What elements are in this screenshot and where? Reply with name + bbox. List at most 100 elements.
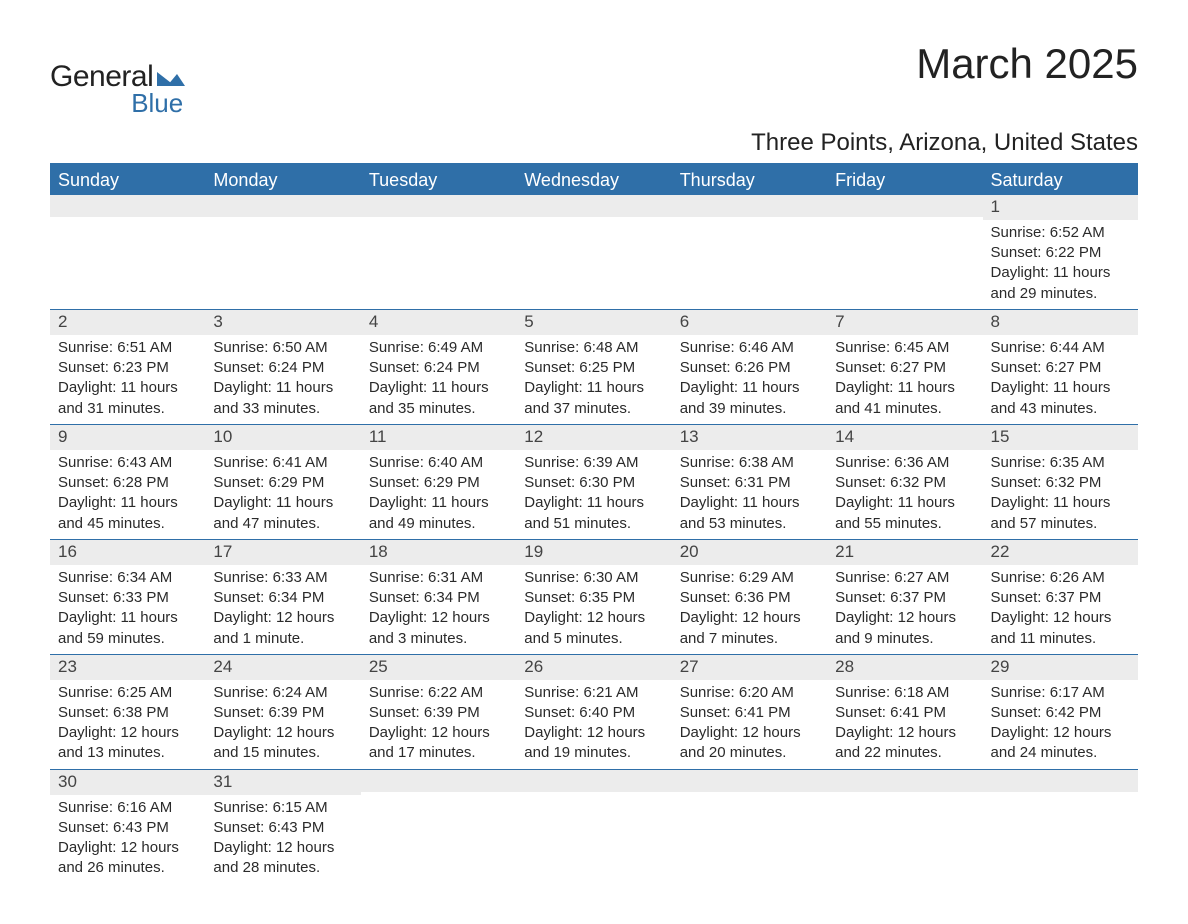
calendar-cell: 9Sunrise: 6:43 AMSunset: 6:28 PMDaylight… [50, 424, 205, 539]
empty-day-content [672, 792, 827, 820]
sunrise-line: Sunrise: 6:34 AM [58, 568, 197, 588]
sunrise-line: Sunrise: 6:49 AM [369, 338, 508, 358]
calendar-cell: 7Sunrise: 6:45 AMSunset: 6:27 PMDaylight… [827, 309, 982, 424]
sunset-line: Sunset: 6:27 PM [991, 358, 1130, 378]
calendar-cell: 5Sunrise: 6:48 AMSunset: 6:25 PMDaylight… [516, 309, 671, 424]
day-number: 17 [205, 539, 360, 565]
daylight-line: Daylight: 12 hours and 11 minutes. [991, 608, 1130, 649]
empty-day-band [516, 769, 671, 792]
sunset-line: Sunset: 6:26 PM [680, 358, 819, 378]
sunrise-line: Sunrise: 6:40 AM [369, 453, 508, 473]
daylight-line: Daylight: 11 hours and 33 minutes. [213, 378, 352, 419]
calendar-cell: 31Sunrise: 6:15 AMSunset: 6:43 PMDayligh… [205, 769, 360, 884]
weekday-row: SundayMondayTuesdayWednesdayThursdayFrid… [50, 166, 1138, 195]
daylight-line: Daylight: 11 hours and 49 minutes. [369, 493, 508, 534]
sunrise-line: Sunrise: 6:17 AM [991, 683, 1130, 703]
calendar-cell: 11Sunrise: 6:40 AMSunset: 6:29 PMDayligh… [361, 424, 516, 539]
sunset-line: Sunset: 6:30 PM [524, 473, 663, 493]
day-details: Sunrise: 6:29 AMSunset: 6:36 PMDaylight:… [672, 565, 827, 654]
empty-day-band [205, 195, 360, 217]
day-details: Sunrise: 6:40 AMSunset: 6:29 PMDaylight:… [361, 450, 516, 539]
day-number: 12 [516, 424, 671, 450]
calendar-cell: 1Sunrise: 6:52 AMSunset: 6:22 PMDaylight… [983, 195, 1138, 309]
calendar-cell [361, 769, 516, 884]
daylight-line: Daylight: 11 hours and 31 minutes. [58, 378, 197, 419]
calendar-week-row: 30Sunrise: 6:16 AMSunset: 6:43 PMDayligh… [50, 769, 1138, 884]
calendar-cell: 2Sunrise: 6:51 AMSunset: 6:23 PMDaylight… [50, 309, 205, 424]
empty-day-content [516, 217, 671, 245]
sunset-line: Sunset: 6:34 PM [213, 588, 352, 608]
daylight-line: Daylight: 12 hours and 22 minutes. [835, 723, 974, 764]
day-details: Sunrise: 6:38 AMSunset: 6:31 PMDaylight:… [672, 450, 827, 539]
calendar-cell: 27Sunrise: 6:20 AMSunset: 6:41 PMDayligh… [672, 654, 827, 769]
day-number: 31 [205, 769, 360, 795]
day-number: 3 [205, 309, 360, 335]
empty-day-band [361, 769, 516, 792]
calendar-document: General Blue March 2025 Three Points, Ar… [0, 0, 1188, 924]
day-details: Sunrise: 6:22 AMSunset: 6:39 PMDaylight:… [361, 680, 516, 769]
day-details: Sunrise: 6:48 AMSunset: 6:25 PMDaylight:… [516, 335, 671, 424]
day-details: Sunrise: 6:16 AMSunset: 6:43 PMDaylight:… [50, 795, 205, 884]
day-number: 25 [361, 654, 516, 680]
sunrise-line: Sunrise: 6:20 AM [680, 683, 819, 703]
calendar-cell: 23Sunrise: 6:25 AMSunset: 6:38 PMDayligh… [50, 654, 205, 769]
empty-day-band [827, 195, 982, 217]
sunrise-line: Sunrise: 6:31 AM [369, 568, 508, 588]
sunset-line: Sunset: 6:40 PM [524, 703, 663, 723]
calendar-cell: 26Sunrise: 6:21 AMSunset: 6:40 PMDayligh… [516, 654, 671, 769]
sunrise-line: Sunrise: 6:29 AM [680, 568, 819, 588]
sunset-line: Sunset: 6:43 PM [213, 818, 352, 838]
calendar-cell: 4Sunrise: 6:49 AMSunset: 6:24 PMDaylight… [361, 309, 516, 424]
day-details: Sunrise: 6:44 AMSunset: 6:27 PMDaylight:… [983, 335, 1138, 424]
daylight-line: Daylight: 12 hours and 20 minutes. [680, 723, 819, 764]
empty-day-band [672, 195, 827, 217]
sunset-line: Sunset: 6:25 PM [524, 358, 663, 378]
day-number: 5 [516, 309, 671, 335]
sunrise-line: Sunrise: 6:26 AM [991, 568, 1130, 588]
day-number: 14 [827, 424, 982, 450]
calendar-cell [361, 195, 516, 309]
empty-day-content [361, 792, 516, 820]
day-number: 27 [672, 654, 827, 680]
day-number: 4 [361, 309, 516, 335]
sunrise-line: Sunrise: 6:25 AM [58, 683, 197, 703]
page-title: March 2025 [916, 40, 1138, 88]
calendar-cell [516, 195, 671, 309]
day-number: 16 [50, 539, 205, 565]
daylight-line: Daylight: 12 hours and 13 minutes. [58, 723, 197, 764]
daylight-line: Daylight: 11 hours and 47 minutes. [213, 493, 352, 534]
day-number: 15 [983, 424, 1138, 450]
calendar-week-row: 2Sunrise: 6:51 AMSunset: 6:23 PMDaylight… [50, 309, 1138, 424]
day-number: 9 [50, 424, 205, 450]
empty-day-content [516, 792, 671, 820]
sunrise-line: Sunrise: 6:39 AM [524, 453, 663, 473]
day-number: 18 [361, 539, 516, 565]
calendar-cell: 20Sunrise: 6:29 AMSunset: 6:36 PMDayligh… [672, 539, 827, 654]
daylight-line: Daylight: 11 hours and 37 minutes. [524, 378, 663, 419]
sunset-line: Sunset: 6:24 PM [369, 358, 508, 378]
calendar-cell: 17Sunrise: 6:33 AMSunset: 6:34 PMDayligh… [205, 539, 360, 654]
day-details: Sunrise: 6:35 AMSunset: 6:32 PMDaylight:… [983, 450, 1138, 539]
sunrise-line: Sunrise: 6:38 AM [680, 453, 819, 473]
day-number: 23 [50, 654, 205, 680]
brand-name-2: Blue [116, 88, 183, 119]
sunset-line: Sunset: 6:29 PM [213, 473, 352, 493]
calendar-cell: 3Sunrise: 6:50 AMSunset: 6:24 PMDaylight… [205, 309, 360, 424]
sunset-line: Sunset: 6:22 PM [991, 243, 1130, 263]
daylight-line: Daylight: 12 hours and 9 minutes. [835, 608, 974, 649]
daylight-line: Daylight: 12 hours and 26 minutes. [58, 838, 197, 879]
sunrise-line: Sunrise: 6:27 AM [835, 568, 974, 588]
sunrise-line: Sunrise: 6:21 AM [524, 683, 663, 703]
calendar-cell: 13Sunrise: 6:38 AMSunset: 6:31 PMDayligh… [672, 424, 827, 539]
calendar-week-row: 23Sunrise: 6:25 AMSunset: 6:38 PMDayligh… [50, 654, 1138, 769]
sunrise-line: Sunrise: 6:44 AM [991, 338, 1130, 358]
day-details: Sunrise: 6:43 AMSunset: 6:28 PMDaylight:… [50, 450, 205, 539]
calendar-cell: 14Sunrise: 6:36 AMSunset: 6:32 PMDayligh… [827, 424, 982, 539]
daylight-line: Daylight: 11 hours and 59 minutes. [58, 608, 197, 649]
day-details: Sunrise: 6:46 AMSunset: 6:26 PMDaylight:… [672, 335, 827, 424]
calendar-cell: 29Sunrise: 6:17 AMSunset: 6:42 PMDayligh… [983, 654, 1138, 769]
sunset-line: Sunset: 6:41 PM [835, 703, 974, 723]
daylight-line: Daylight: 11 hours and 41 minutes. [835, 378, 974, 419]
daylight-line: Daylight: 12 hours and 19 minutes. [524, 723, 663, 764]
empty-day-band [983, 769, 1138, 792]
